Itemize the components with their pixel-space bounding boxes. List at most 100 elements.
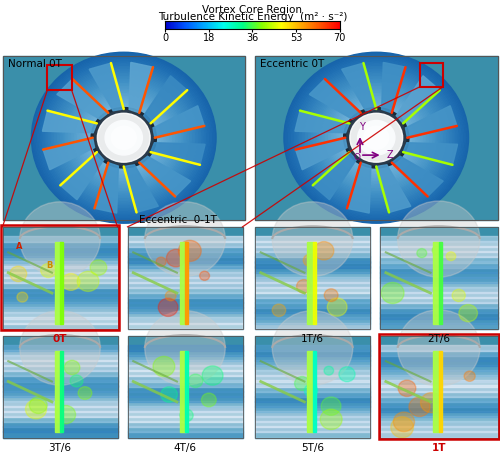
Circle shape	[296, 64, 456, 212]
Circle shape	[86, 102, 162, 173]
Bar	[380, 282, 498, 288]
Circle shape	[80, 98, 167, 178]
Bar	[2, 307, 117, 313]
Circle shape	[352, 115, 401, 161]
Circle shape	[178, 240, 201, 262]
Bar	[128, 241, 242, 247]
Circle shape	[328, 298, 347, 316]
Circle shape	[82, 99, 166, 176]
Bar	[380, 401, 498, 407]
Circle shape	[324, 289, 338, 301]
Circle shape	[50, 69, 198, 206]
Circle shape	[394, 412, 414, 432]
Bar	[2, 323, 117, 329]
Bar	[255, 262, 370, 268]
Circle shape	[110, 125, 138, 150]
Circle shape	[112, 126, 136, 149]
Circle shape	[344, 108, 408, 168]
Bar	[380, 350, 498, 356]
Bar	[255, 345, 370, 351]
Bar	[128, 282, 242, 288]
Polygon shape	[396, 76, 440, 123]
Circle shape	[62, 81, 186, 195]
Bar	[255, 272, 370, 278]
Circle shape	[314, 242, 334, 260]
Text: Z: Z	[386, 150, 393, 160]
Circle shape	[338, 102, 414, 173]
Circle shape	[93, 109, 154, 166]
Bar	[2, 297, 117, 303]
Bar	[308, 351, 313, 432]
Bar	[380, 391, 498, 397]
Circle shape	[339, 367, 355, 382]
Circle shape	[288, 56, 464, 219]
Bar	[380, 360, 498, 366]
Circle shape	[70, 88, 178, 188]
Circle shape	[398, 201, 480, 277]
Bar	[128, 396, 242, 402]
Bar	[128, 313, 242, 319]
Bar	[255, 386, 370, 392]
Circle shape	[145, 202, 225, 276]
Circle shape	[341, 105, 411, 170]
Bar	[128, 287, 242, 293]
Bar	[2, 381, 117, 387]
Bar	[380, 323, 498, 329]
Bar	[380, 302, 498, 308]
Bar	[380, 246, 498, 252]
Polygon shape	[140, 156, 190, 196]
Circle shape	[20, 202, 100, 276]
Bar	[380, 386, 498, 392]
Bar	[255, 416, 370, 422]
Circle shape	[107, 122, 140, 153]
Circle shape	[76, 94, 172, 182]
Text: B: B	[46, 261, 52, 269]
Circle shape	[99, 115, 148, 161]
Circle shape	[367, 129, 386, 146]
Bar	[380, 236, 498, 242]
Circle shape	[301, 68, 452, 207]
Circle shape	[381, 282, 404, 304]
Circle shape	[92, 108, 156, 168]
Bar	[255, 277, 370, 283]
Bar	[128, 297, 242, 303]
Bar	[2, 272, 117, 278]
Circle shape	[112, 126, 136, 149]
Bar	[2, 236, 117, 242]
Circle shape	[120, 135, 127, 141]
Text: O: O	[353, 153, 360, 162]
Circle shape	[350, 113, 403, 162]
Circle shape	[67, 85, 180, 190]
Circle shape	[166, 249, 186, 267]
Bar	[255, 318, 370, 324]
Polygon shape	[295, 111, 350, 133]
Bar	[255, 411, 370, 417]
Circle shape	[64, 360, 80, 375]
Bar	[128, 246, 242, 252]
Bar	[128, 323, 242, 329]
Circle shape	[294, 62, 458, 213]
Bar	[380, 375, 498, 382]
Circle shape	[417, 249, 426, 258]
Bar	[312, 242, 316, 324]
Circle shape	[284, 52, 469, 223]
Circle shape	[446, 252, 456, 261]
Circle shape	[68, 87, 179, 189]
Circle shape	[324, 366, 334, 375]
Circle shape	[60, 79, 187, 196]
Circle shape	[77, 271, 99, 291]
Bar	[380, 227, 498, 329]
Bar	[2, 355, 117, 361]
Bar	[420, 63, 443, 87]
Circle shape	[52, 71, 196, 205]
Circle shape	[66, 84, 182, 192]
Circle shape	[100, 116, 147, 159]
Circle shape	[272, 311, 353, 385]
Bar	[2, 336, 117, 438]
Bar	[128, 391, 242, 397]
Bar	[128, 307, 242, 313]
Bar	[2, 432, 117, 438]
Circle shape	[347, 111, 406, 165]
Circle shape	[370, 132, 382, 144]
Bar	[60, 242, 64, 324]
